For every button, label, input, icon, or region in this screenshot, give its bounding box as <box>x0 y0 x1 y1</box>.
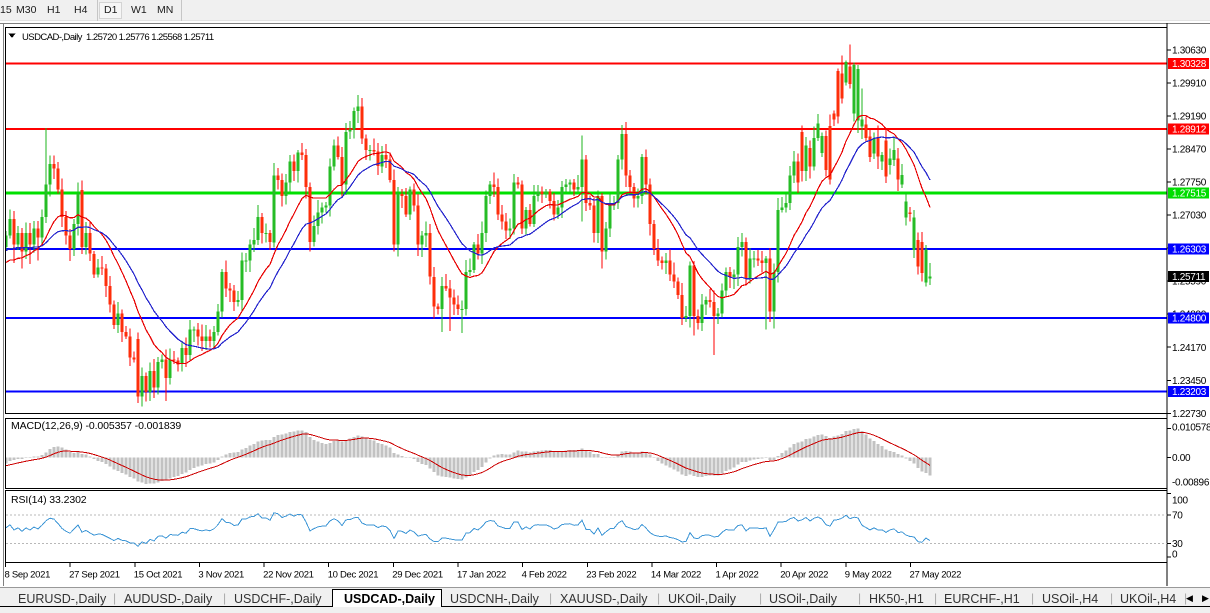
svg-text:0.00: 0.00 <box>1172 453 1191 464</box>
svg-text:22 Nov 2021: 22 Nov 2021 <box>263 570 314 581</box>
svg-text:10 Dec 2021: 10 Dec 2021 <box>328 570 379 581</box>
svg-text:3 Nov 2021: 3 Nov 2021 <box>198 570 244 581</box>
svg-text:1 Apr 2022: 1 Apr 2022 <box>716 570 759 581</box>
svg-text:1.25711: 1.25711 <box>1172 272 1206 283</box>
svg-text:1.26303: 1.26303 <box>1172 245 1207 256</box>
svg-text:4 Feb 2022: 4 Feb 2022 <box>522 570 567 581</box>
svg-text:1.22730: 1.22730 <box>1172 409 1207 420</box>
svg-text:1.27030: 1.27030 <box>1172 211 1207 222</box>
svg-text:1.27750: 1.27750 <box>1172 178 1207 189</box>
svg-text:14 Mar 2022: 14 Mar 2022 <box>651 570 701 581</box>
svg-text:1.28912: 1.28912 <box>1172 124 1207 135</box>
svg-text:1.25590: 1.25590 <box>1172 277 1207 288</box>
svg-text:1.24800: 1.24800 <box>1172 314 1207 325</box>
svg-text:1.28470: 1.28470 <box>1172 144 1207 155</box>
svg-text:1.29910: 1.29910 <box>1172 78 1207 89</box>
svg-text:1.24170: 1.24170 <box>1172 343 1207 354</box>
svg-text:100: 100 <box>1172 496 1189 507</box>
svg-text:0: 0 <box>1172 550 1178 561</box>
svg-text:9 May 2022: 9 May 2022 <box>845 570 892 581</box>
svg-text:8 Sep 2021: 8 Sep 2021 <box>5 570 51 581</box>
svg-text:1.27515: 1.27515 <box>1172 189 1207 200</box>
svg-text:20 Apr 2022: 20 Apr 2022 <box>780 570 828 581</box>
svg-text:1.30630: 1.30630 <box>1172 45 1207 56</box>
svg-text:70: 70 <box>1172 511 1183 522</box>
svg-text:1.29190: 1.29190 <box>1172 111 1207 122</box>
svg-text:27 May 2022: 27 May 2022 <box>910 570 962 581</box>
svg-text:USDCAD-,Daily 1.25720 1.25776: USDCAD-,Daily 1.25720 1.25776 1.25568 1.… <box>22 32 214 43</box>
svg-text:RSI(14) 33.2302: RSI(14) 33.2302 <box>11 494 87 506</box>
svg-text:17 Jan 2022: 17 Jan 2022 <box>457 570 506 581</box>
svg-text:-0.00896: -0.00896 <box>1172 478 1210 489</box>
svg-text:30: 30 <box>1172 539 1183 550</box>
svg-text:27 Sep 2021: 27 Sep 2021 <box>69 570 120 581</box>
svg-text:0.010578: 0.010578 <box>1172 423 1210 434</box>
svg-text:29 Dec 2021: 29 Dec 2021 <box>392 570 443 581</box>
svg-text:1.23203: 1.23203 <box>1172 387 1207 398</box>
svg-text:1.30328: 1.30328 <box>1172 59 1207 70</box>
svg-text:23 Feb 2022: 23 Feb 2022 <box>586 570 636 581</box>
svg-text:MACD(12,26,9) -0.005357 -0.001: MACD(12,26,9) -0.005357 -0.001839 <box>11 420 181 432</box>
svg-text:15 Oct 2021: 15 Oct 2021 <box>134 570 182 581</box>
svg-text:1.23450: 1.23450 <box>1172 376 1207 387</box>
